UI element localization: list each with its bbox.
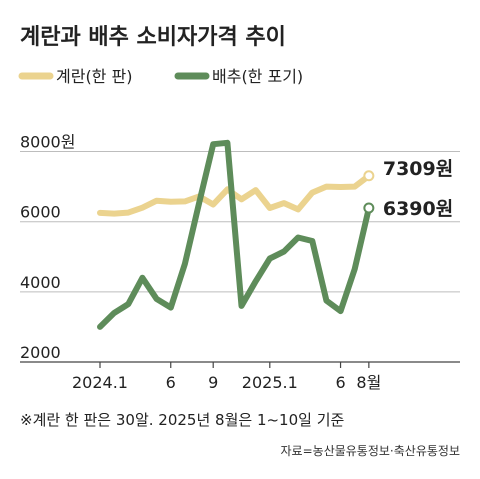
x-tick-label-12: 2025.1	[242, 373, 298, 392]
x-tick-label-5: 6	[166, 373, 176, 392]
end-value-label-cabbage: 6390원	[383, 198, 453, 220]
series-layer	[97, 139, 375, 330]
x-tick-label-0: 2024.1	[72, 373, 128, 392]
data-labels: 7309원 6390원	[383, 158, 453, 220]
end-value-label-egg: 7309원	[383, 158, 453, 180]
x-tick-label-17: 6	[335, 373, 345, 392]
x-tick-label-19: 8월	[356, 373, 381, 392]
chart-title: 계란과 배추 소비자가격 추이	[20, 25, 286, 50]
y-tick-label-6000: 6000	[20, 203, 61, 222]
y-tick-label-2000: 2000	[20, 343, 61, 362]
y-tick-label-4000: 4000	[20, 273, 61, 292]
x-axis: 2024.1 6 9 2025.1 6 8월	[72, 362, 381, 392]
endpoint-marker-egg	[363, 170, 375, 182]
y-tick-label-8000: 8000원	[20, 133, 75, 152]
source-note: 자료=농산물유통정보·축산유통정보	[281, 444, 460, 458]
legend-label-egg: 계란(한 판)	[56, 67, 132, 86]
x-tick-label-8: 9	[208, 373, 218, 392]
series-line-cabbage	[97, 139, 372, 330]
legend-label-cabbage: 배추(한 포기)	[212, 67, 303, 86]
endpoint-marker-cabbage	[363, 202, 375, 214]
footnote: ※계란 한 판은 30알. 2025년 8월은 1~10일 기준	[20, 411, 345, 429]
